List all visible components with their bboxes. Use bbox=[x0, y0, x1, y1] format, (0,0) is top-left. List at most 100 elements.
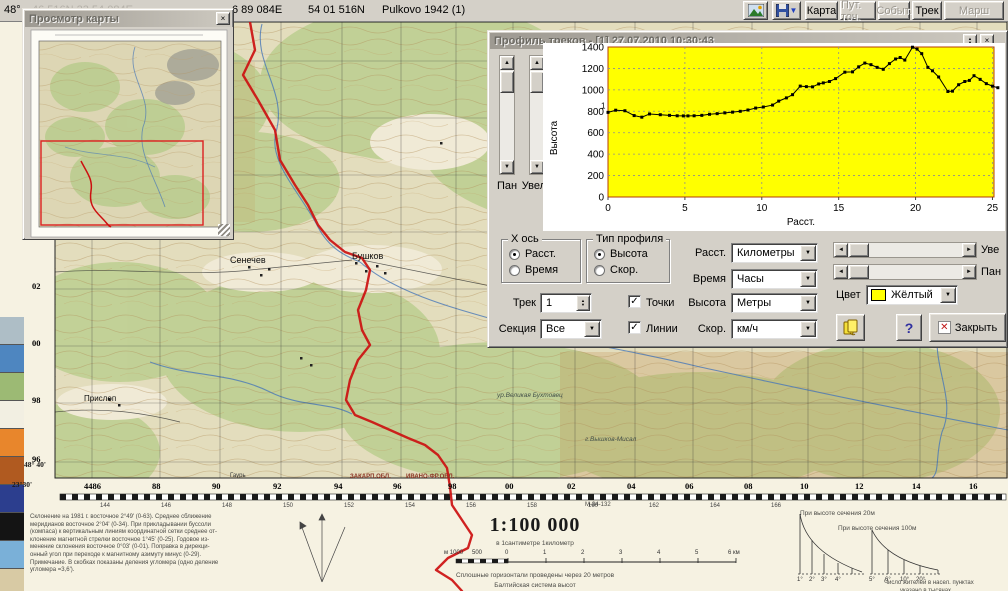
section-combobox[interactable]: Все ▼ bbox=[540, 319, 602, 339]
data-point bbox=[910, 45, 914, 49]
building-mark bbox=[376, 265, 379, 268]
radio-height[interactable] bbox=[594, 249, 605, 260]
map-datum: Pulkovo 1942 (1) bbox=[382, 4, 466, 16]
lines-checkbox[interactable]: ✓ bbox=[628, 321, 641, 334]
scroll-up-icon[interactable]: ▲ bbox=[500, 56, 514, 70]
declination-line: Склонение на 1981 г. восточное 2°49' (0-… bbox=[30, 514, 212, 520]
scroll-down-icon[interactable]: ▼ bbox=[500, 160, 514, 174]
toolbar-button-events[interactable]: Событ. bbox=[876, 1, 912, 20]
help-button[interactable]: ? bbox=[896, 314, 922, 341]
points-checkbox[interactable]: ✓ bbox=[628, 295, 641, 308]
toolbar-button-waypoints[interactable]: Пут. точ. bbox=[840, 0, 876, 23]
declination-line: угломера =3,6'). bbox=[30, 567, 75, 574]
declination-line: менение склонения восточное 0°03' (0-01)… bbox=[30, 544, 210, 551]
grid-number-minor: 148 bbox=[222, 503, 233, 509]
scroll-thumb[interactable] bbox=[500, 71, 514, 93]
data-point bbox=[827, 80, 831, 83]
vertical-datum-note: Балтийская система высот bbox=[494, 582, 576, 589]
declination-line: (компаса) к вертикальным линиям координа… bbox=[30, 529, 218, 536]
profile-type-group: Тип профиля Высота Скор. bbox=[586, 233, 670, 283]
radio-speed-label[interactable]: Скор. bbox=[610, 264, 639, 276]
track-note-button[interactable] bbox=[836, 314, 865, 341]
scroll-right-icon[interactable]: ► bbox=[962, 265, 976, 279]
slope-degree-label: 6° bbox=[885, 577, 891, 583]
scroll-thumb[interactable] bbox=[530, 71, 544, 93]
zoom-vertical-scrollbar[interactable]: ▲ ▼ bbox=[529, 55, 545, 175]
time-units-combobox[interactable]: Часы ▼ bbox=[731, 269, 818, 289]
x-tick-label: 20 bbox=[910, 203, 922, 214]
grid-number-bottom: 98 bbox=[448, 481, 457, 491]
data-point bbox=[863, 61, 867, 65]
corner-longitude: 23°30' bbox=[12, 480, 33, 489]
map-label: Сенечев bbox=[230, 255, 266, 265]
preview-close-button[interactable]: × bbox=[216, 12, 230, 25]
data-point bbox=[731, 110, 735, 114]
pan-vertical-scrollbar[interactable]: ▲ ▼ bbox=[499, 55, 515, 175]
preview-window-body[interactable] bbox=[25, 27, 233, 239]
toolbar-button-track[interactable]: Трек bbox=[912, 1, 942, 20]
preview-window-titlebar[interactable]: Просмотр карты bbox=[25, 11, 231, 27]
track-number-spinner[interactable]: 1 ▲ ▼ bbox=[540, 293, 592, 313]
data-point bbox=[623, 109, 627, 113]
map-label: Прислоп bbox=[84, 394, 117, 403]
scroll-thumb[interactable] bbox=[849, 265, 869, 279]
dropdown-arrow-icon[interactable]: ▼ bbox=[800, 271, 816, 287]
color-combobox[interactable]: Жёлтый ▼ bbox=[866, 285, 958, 305]
data-point bbox=[834, 77, 838, 81]
toolbar-button-karta[interactable]: Карта bbox=[805, 1, 838, 20]
scroll-down-icon[interactable]: ▼ bbox=[530, 160, 544, 174]
radio-time[interactable] bbox=[509, 265, 520, 276]
dropdown-arrow-icon[interactable]: ▼ bbox=[800, 321, 816, 337]
grid-number-bottom: 00 bbox=[505, 481, 514, 491]
dropdown-arrow-icon[interactable]: ▼ bbox=[940, 287, 956, 303]
scroll-thumb[interactable] bbox=[849, 243, 869, 257]
dropdown-arrow-icon[interactable]: ▼ bbox=[800, 245, 816, 261]
close-button[interactable]: ✕ Закрыть bbox=[929, 313, 1006, 342]
save-dropdown-arrow-icon: ▼ bbox=[789, 6, 798, 15]
dropdown-arrow-icon[interactable]: ▼ bbox=[584, 321, 600, 337]
y-tick-label: 200 bbox=[587, 171, 604, 182]
spin-arrows-icon[interactable]: ▲ ▼ bbox=[576, 295, 590, 311]
image-button[interactable] bbox=[743, 1, 768, 20]
grid-number-minor: 150 bbox=[283, 503, 294, 509]
save-button[interactable]: ▼ bbox=[772, 1, 801, 20]
data-point bbox=[692, 114, 696, 118]
scroll-right-icon[interactable]: ► bbox=[962, 243, 976, 257]
grid-number-minor: 162 bbox=[649, 503, 660, 509]
radio-distance[interactable] bbox=[509, 249, 520, 260]
height-units-combobox[interactable]: Метры ▼ bbox=[731, 293, 818, 313]
radio-distance-label[interactable]: Расст. bbox=[525, 248, 556, 260]
data-point bbox=[963, 80, 967, 83]
elevation-profile-chart[interactable]: 0 200 400 600 800 1000 1200 1400 0 5 10 15 20 25 1 Высо… bbox=[543, 43, 1005, 231]
radio-speed[interactable] bbox=[594, 265, 605, 276]
legend-color-block bbox=[0, 429, 24, 457]
points-checkbox-label[interactable]: Точки bbox=[646, 297, 675, 309]
pan-horizontal-scrollbar[interactable]: ◄ ► bbox=[833, 264, 977, 280]
data-point bbox=[967, 78, 971, 82]
data-point bbox=[798, 84, 802, 88]
scroll-left-icon[interactable]: ◄ bbox=[834, 265, 848, 279]
slope-label-20: При высоте сечения 20м bbox=[800, 510, 875, 517]
speed-units-combobox[interactable]: км/ч ▼ bbox=[731, 319, 818, 339]
data-point bbox=[784, 96, 788, 100]
data-point bbox=[723, 111, 727, 115]
data-point bbox=[950, 89, 954, 93]
scroll-up-icon[interactable]: ▲ bbox=[530, 56, 544, 70]
scroll-left-icon[interactable]: ◄ bbox=[834, 243, 848, 257]
lines-checkbox-label[interactable]: Линии bbox=[646, 323, 678, 335]
data-point bbox=[875, 65, 879, 69]
grid-number-minor: 144 bbox=[100, 503, 111, 509]
track-profile-dialog: Профиль треков - [1] 27.07.2010 10:30:43… bbox=[487, 30, 1008, 348]
question-icon: ? bbox=[904, 319, 914, 336]
legend-color-block bbox=[0, 485, 24, 513]
dropdown-arrow-icon[interactable]: ▼ bbox=[800, 295, 816, 311]
resize-grip[interactable] bbox=[218, 224, 230, 236]
grid-number-bottom: 12 bbox=[855, 481, 864, 491]
zoom-horizontal-scrollbar[interactable]: ◄ ► bbox=[833, 242, 977, 258]
toolbar-button-route[interactable]: Марш bbox=[944, 1, 1004, 20]
distance-units-combobox[interactable]: Километры ▼ bbox=[731, 243, 818, 263]
radio-height-label[interactable]: Высота bbox=[610, 248, 648, 260]
radio-time-label[interactable]: Время bbox=[525, 264, 559, 276]
save-icon bbox=[775, 4, 789, 17]
y-tick-label: 1200 bbox=[582, 64, 605, 75]
